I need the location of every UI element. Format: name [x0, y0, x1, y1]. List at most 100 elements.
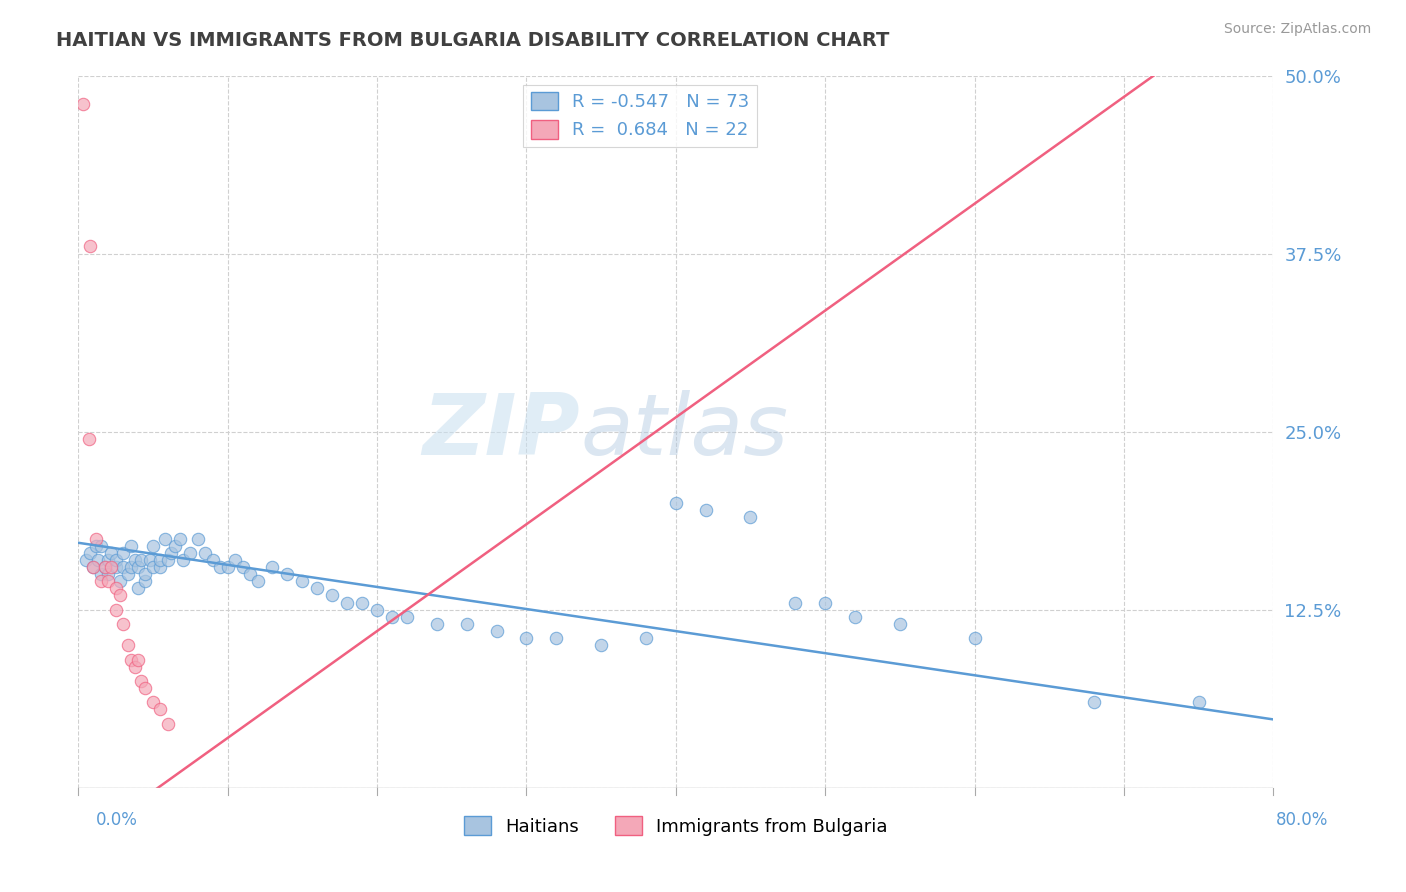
Point: [336, 596, 359, 610]
Point: [86, 553, 108, 567]
Point: [84, 539, 107, 553]
Point: [160, 546, 183, 560]
Point: [695, 503, 717, 517]
Point: [127, 560, 149, 574]
Point: [112, 617, 135, 632]
Point: [90, 539, 112, 553]
Point: [84, 532, 107, 546]
Point: [72, 97, 94, 112]
Point: [179, 546, 201, 560]
Point: [169, 532, 191, 546]
Point: [108, 589, 131, 603]
Point: [79, 546, 101, 560]
Point: [97, 553, 120, 567]
Text: Source: ZipAtlas.com: Source: ZipAtlas.com: [1223, 22, 1371, 37]
Point: [426, 617, 449, 632]
Point: [485, 624, 508, 639]
Point: [129, 673, 152, 688]
Point: [134, 574, 156, 589]
Point: [97, 574, 120, 589]
Point: [172, 553, 194, 567]
Point: [276, 567, 298, 582]
Point: [100, 546, 122, 560]
Point: [124, 553, 146, 567]
Point: [75, 553, 97, 567]
Point: [120, 652, 142, 666]
Point: [127, 652, 149, 666]
Point: [142, 539, 165, 553]
Point: [94, 560, 117, 574]
Point: [142, 695, 165, 709]
Point: [127, 582, 149, 596]
Point: [194, 546, 217, 560]
Point: [209, 560, 232, 574]
Text: HAITIAN VS IMMIGRANTS FROM BULGARIA DISABILITY CORRELATION CHART: HAITIAN VS IMMIGRANTS FROM BULGARIA DISA…: [56, 31, 890, 50]
Point: [291, 574, 314, 589]
Point: [262, 560, 284, 574]
Point: [889, 617, 911, 632]
Point: [395, 610, 418, 624]
Point: [112, 546, 135, 560]
Text: ZIP: ZIP: [423, 390, 581, 473]
Point: [201, 553, 224, 567]
Point: [142, 560, 165, 574]
Point: [104, 553, 127, 567]
Point: [108, 574, 131, 589]
Point: [153, 532, 176, 546]
Point: [77, 432, 100, 446]
Point: [217, 560, 239, 574]
Point: [546, 631, 568, 645]
Point: [224, 553, 246, 567]
Point: [79, 239, 101, 253]
Point: [149, 553, 172, 567]
Point: [97, 567, 120, 582]
Point: [814, 596, 837, 610]
Point: [366, 603, 388, 617]
Point: [165, 539, 187, 553]
Point: [156, 553, 179, 567]
Point: [187, 532, 209, 546]
Point: [307, 582, 329, 596]
Point: [149, 702, 172, 716]
Point: [139, 553, 162, 567]
Point: [129, 553, 152, 567]
Point: [90, 574, 112, 589]
Point: [104, 560, 127, 574]
Point: [82, 560, 104, 574]
Point: [134, 681, 156, 695]
Point: [740, 510, 762, 524]
Point: [352, 596, 374, 610]
Point: [963, 631, 986, 645]
Point: [149, 560, 172, 574]
Point: [156, 716, 179, 731]
Point: [232, 560, 254, 574]
Legend: R = -0.547   N = 73, R =  0.684   N = 22: R = -0.547 N = 73, R = 0.684 N = 22: [523, 85, 756, 146]
Point: [239, 567, 262, 582]
Point: [104, 603, 127, 617]
Text: 0.0%: 0.0%: [96, 811, 138, 829]
Point: [844, 610, 866, 624]
Point: [94, 560, 117, 574]
Point: [104, 582, 127, 596]
Point: [785, 596, 807, 610]
Point: [82, 560, 104, 574]
Point: [515, 631, 537, 645]
Point: [100, 560, 122, 574]
Point: [456, 617, 478, 632]
Point: [591, 638, 613, 652]
Point: [120, 539, 142, 553]
Point: [134, 567, 156, 582]
Point: [246, 574, 269, 589]
Point: [321, 589, 343, 603]
Point: [117, 567, 139, 582]
Point: [1187, 695, 1209, 709]
Text: 80.0%: 80.0%: [1277, 811, 1329, 829]
Point: [124, 659, 146, 673]
Point: [381, 610, 404, 624]
Point: [112, 560, 135, 574]
Point: [1083, 695, 1105, 709]
Text: atlas: atlas: [581, 390, 789, 473]
Point: [634, 631, 657, 645]
Point: [117, 638, 139, 652]
Point: [120, 560, 142, 574]
